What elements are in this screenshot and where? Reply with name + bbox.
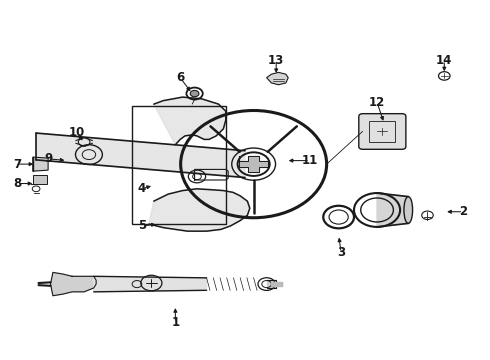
Text: 10: 10 bbox=[69, 126, 85, 139]
Text: 4: 4 bbox=[138, 182, 146, 195]
Polygon shape bbox=[271, 282, 282, 286]
Text: 6: 6 bbox=[176, 71, 184, 84]
Bar bbox=[33, 175, 47, 184]
Circle shape bbox=[190, 90, 199, 97]
Polygon shape bbox=[36, 133, 245, 177]
Text: 14: 14 bbox=[436, 54, 452, 67]
Text: 8: 8 bbox=[13, 177, 21, 190]
Polygon shape bbox=[33, 157, 48, 171]
Text: 2: 2 bbox=[460, 205, 467, 218]
Text: 5: 5 bbox=[138, 219, 146, 232]
Polygon shape bbox=[154, 97, 226, 145]
Polygon shape bbox=[239, 156, 268, 172]
Text: 11: 11 bbox=[302, 154, 318, 167]
FancyBboxPatch shape bbox=[359, 114, 406, 149]
Text: 13: 13 bbox=[268, 54, 284, 67]
Text: 12: 12 bbox=[369, 96, 385, 109]
Polygon shape bbox=[377, 193, 408, 227]
Polygon shape bbox=[149, 189, 250, 231]
Bar bbox=[369, 121, 395, 142]
Ellipse shape bbox=[404, 197, 413, 224]
Text: 9: 9 bbox=[44, 152, 52, 165]
Text: 7: 7 bbox=[13, 158, 21, 171]
Polygon shape bbox=[50, 273, 96, 296]
Text: 1: 1 bbox=[172, 316, 179, 329]
Bar bbox=[132, 106, 226, 224]
Text: 3: 3 bbox=[337, 246, 345, 259]
Polygon shape bbox=[94, 276, 207, 292]
Polygon shape bbox=[267, 280, 276, 288]
Polygon shape bbox=[267, 72, 288, 85]
